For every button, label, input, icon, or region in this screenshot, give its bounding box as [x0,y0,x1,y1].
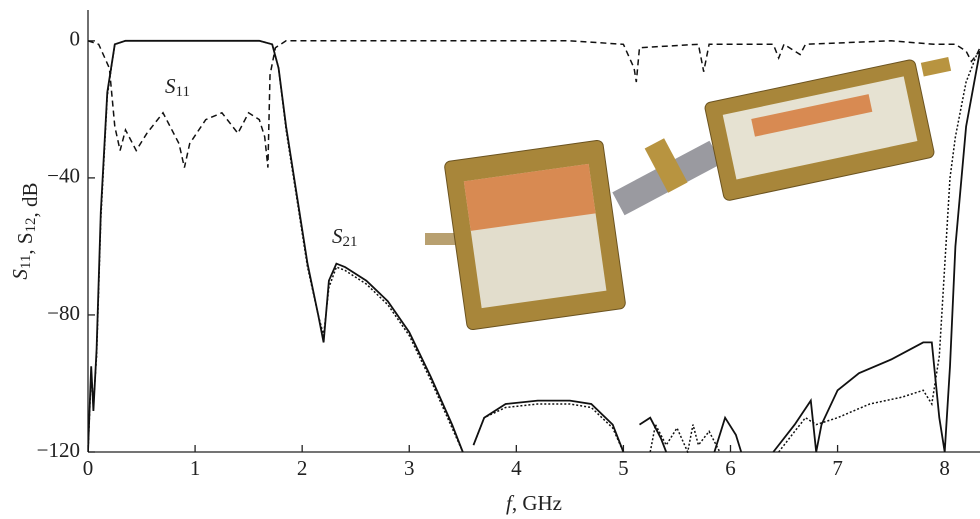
x-tick-label: 0 [83,456,94,480]
y-axis-label-sub: 12 [23,217,39,232]
annotation-sub: 11 [176,84,190,100]
x-tick-label: 3 [404,456,415,480]
y-tick-label: −80 [47,301,80,325]
x-axis-label: f, GHz [506,491,562,515]
y-axis-label-part: , dB [18,182,42,217]
y-tick-label: −40 [47,164,80,188]
x-tick-label: 2 [297,456,308,480]
y-tick-label: −120 [37,438,80,462]
x-tick-label: 5 [618,456,629,480]
plot-area [88,39,980,453]
x-axis-label-part: , GHz [512,491,562,515]
y-tick-label: 0 [70,27,81,51]
annotation: S21 [332,224,358,251]
annotation-sub: 21 [343,234,358,250]
x-tick-label: 6 [725,456,736,480]
series-line [88,40,980,453]
x-tick-label: 8 [939,456,950,480]
annotation: S11 [165,74,190,101]
y-axis-label-part: S [8,269,32,280]
annotation-text: S [332,224,343,248]
x-tick-label: 4 [511,456,522,480]
y-axis-label-part: , S [13,232,37,254]
series-line [88,40,980,168]
y-axis-label-sub: 11 [18,255,34,269]
x-tick-label: 1 [190,456,201,480]
y-axis-label: S11, S12, dB [8,182,42,279]
x-tick-label: 7 [832,456,843,480]
x-axis-label-part: f [506,491,515,515]
annotation-text: S [165,74,176,98]
device-photo [425,57,952,331]
